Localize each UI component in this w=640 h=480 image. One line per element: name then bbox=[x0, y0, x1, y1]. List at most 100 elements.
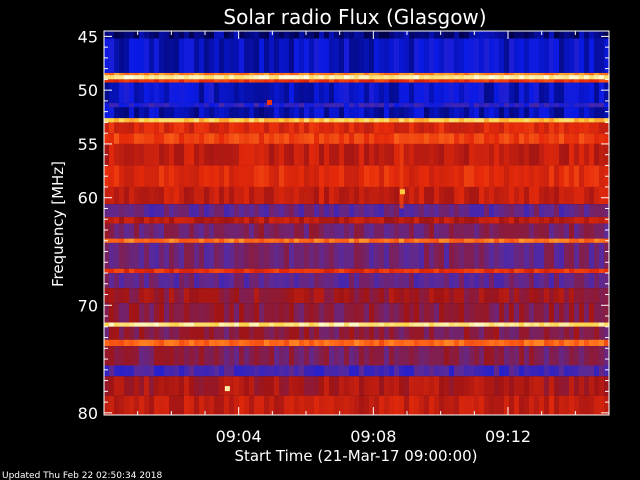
band-cell bbox=[414, 118, 420, 123]
band-cell bbox=[554, 365, 560, 377]
band-cell bbox=[574, 72, 580, 76]
band-cell bbox=[309, 204, 315, 218]
band-cell bbox=[249, 346, 255, 366]
frequency-band bbox=[104, 103, 610, 108]
band-cell bbox=[309, 165, 315, 187]
band-cell bbox=[489, 395, 495, 415]
band-cell bbox=[384, 118, 390, 123]
band-cell bbox=[454, 186, 460, 205]
band-cell bbox=[364, 223, 370, 239]
band-cell bbox=[289, 376, 295, 396]
band-cell bbox=[499, 38, 505, 73]
band-cell bbox=[184, 165, 190, 187]
band-cell bbox=[469, 72, 475, 76]
band-cell bbox=[454, 217, 460, 224]
band-cell bbox=[524, 273, 530, 289]
band-cell bbox=[174, 107, 180, 119]
band-cell bbox=[329, 346, 335, 366]
band-cell bbox=[454, 75, 460, 80]
band-cell bbox=[204, 38, 210, 73]
band-cell bbox=[459, 75, 465, 80]
band-cell bbox=[289, 346, 295, 366]
band-cell bbox=[179, 288, 185, 304]
band-cell bbox=[119, 75, 125, 80]
band-cell bbox=[309, 217, 315, 224]
band-cell bbox=[279, 326, 285, 340]
band-cell bbox=[359, 75, 365, 80]
band-cell bbox=[429, 31, 435, 39]
band-cell bbox=[549, 238, 555, 243]
band-cell bbox=[274, 79, 280, 83]
band-cell bbox=[174, 118, 180, 123]
band-cell bbox=[124, 223, 130, 239]
band-cell bbox=[564, 107, 570, 119]
band-cell bbox=[379, 242, 385, 269]
band-cell bbox=[194, 395, 200, 415]
band-cell bbox=[569, 322, 575, 327]
band-cell bbox=[589, 204, 595, 218]
band-cell bbox=[219, 273, 225, 289]
band-cell bbox=[359, 79, 365, 83]
band-cell bbox=[489, 82, 495, 104]
band-cell bbox=[139, 165, 145, 187]
band-cell bbox=[194, 122, 200, 134]
band-cell bbox=[394, 339, 400, 347]
band-cell bbox=[574, 303, 580, 323]
band-cell bbox=[494, 204, 500, 218]
band-cell bbox=[569, 143, 575, 166]
band-cell bbox=[469, 322, 475, 327]
band-cell bbox=[514, 72, 520, 76]
band-cell bbox=[549, 107, 555, 119]
band-cell bbox=[259, 38, 265, 73]
band-cell bbox=[384, 376, 390, 396]
band-cell bbox=[109, 273, 115, 289]
band-cell bbox=[209, 118, 215, 123]
band-cell bbox=[394, 103, 400, 108]
band-cell bbox=[124, 273, 130, 289]
band-cell bbox=[349, 38, 355, 73]
band-cell bbox=[459, 273, 465, 289]
band-cell bbox=[109, 339, 115, 347]
band-cell bbox=[524, 223, 530, 239]
band-cell bbox=[369, 82, 375, 104]
band-cell bbox=[119, 273, 125, 289]
band-cell bbox=[244, 273, 250, 289]
band-cell bbox=[529, 38, 535, 73]
band-cell bbox=[544, 143, 550, 166]
band-cell bbox=[169, 322, 175, 327]
band-cell bbox=[314, 322, 320, 327]
band-cell bbox=[584, 186, 590, 205]
band-cell bbox=[379, 107, 385, 119]
band-cell bbox=[439, 103, 445, 108]
band-cell bbox=[269, 242, 275, 269]
band-cell bbox=[604, 217, 610, 224]
band-cell bbox=[294, 242, 300, 269]
band-cell bbox=[464, 303, 470, 323]
band-cell bbox=[524, 376, 530, 396]
band-cell bbox=[484, 238, 490, 243]
band-cell bbox=[569, 118, 575, 123]
band-cell bbox=[144, 288, 150, 304]
band-cell bbox=[294, 103, 300, 108]
band-cell bbox=[554, 79, 560, 83]
band-cell bbox=[134, 303, 140, 323]
band-cell bbox=[599, 31, 605, 39]
band-cell bbox=[104, 122, 110, 134]
band-cell bbox=[424, 268, 430, 274]
band-cell bbox=[489, 365, 495, 377]
band-cell bbox=[364, 376, 370, 396]
band-cell bbox=[229, 238, 235, 243]
x-axis: 09:04 09:08 09:12 bbox=[137, 31, 576, 446]
band-cell bbox=[334, 31, 340, 39]
band-cell bbox=[159, 268, 165, 274]
band-cell bbox=[274, 288, 280, 304]
band-cell bbox=[409, 79, 415, 83]
band-cell bbox=[564, 217, 570, 224]
band-cell bbox=[219, 326, 225, 340]
band-cell bbox=[529, 365, 535, 377]
band-cell bbox=[544, 326, 550, 340]
band-cell bbox=[249, 238, 255, 243]
band-cell bbox=[269, 79, 275, 83]
band-cell bbox=[529, 273, 535, 289]
band-cell bbox=[494, 118, 500, 123]
